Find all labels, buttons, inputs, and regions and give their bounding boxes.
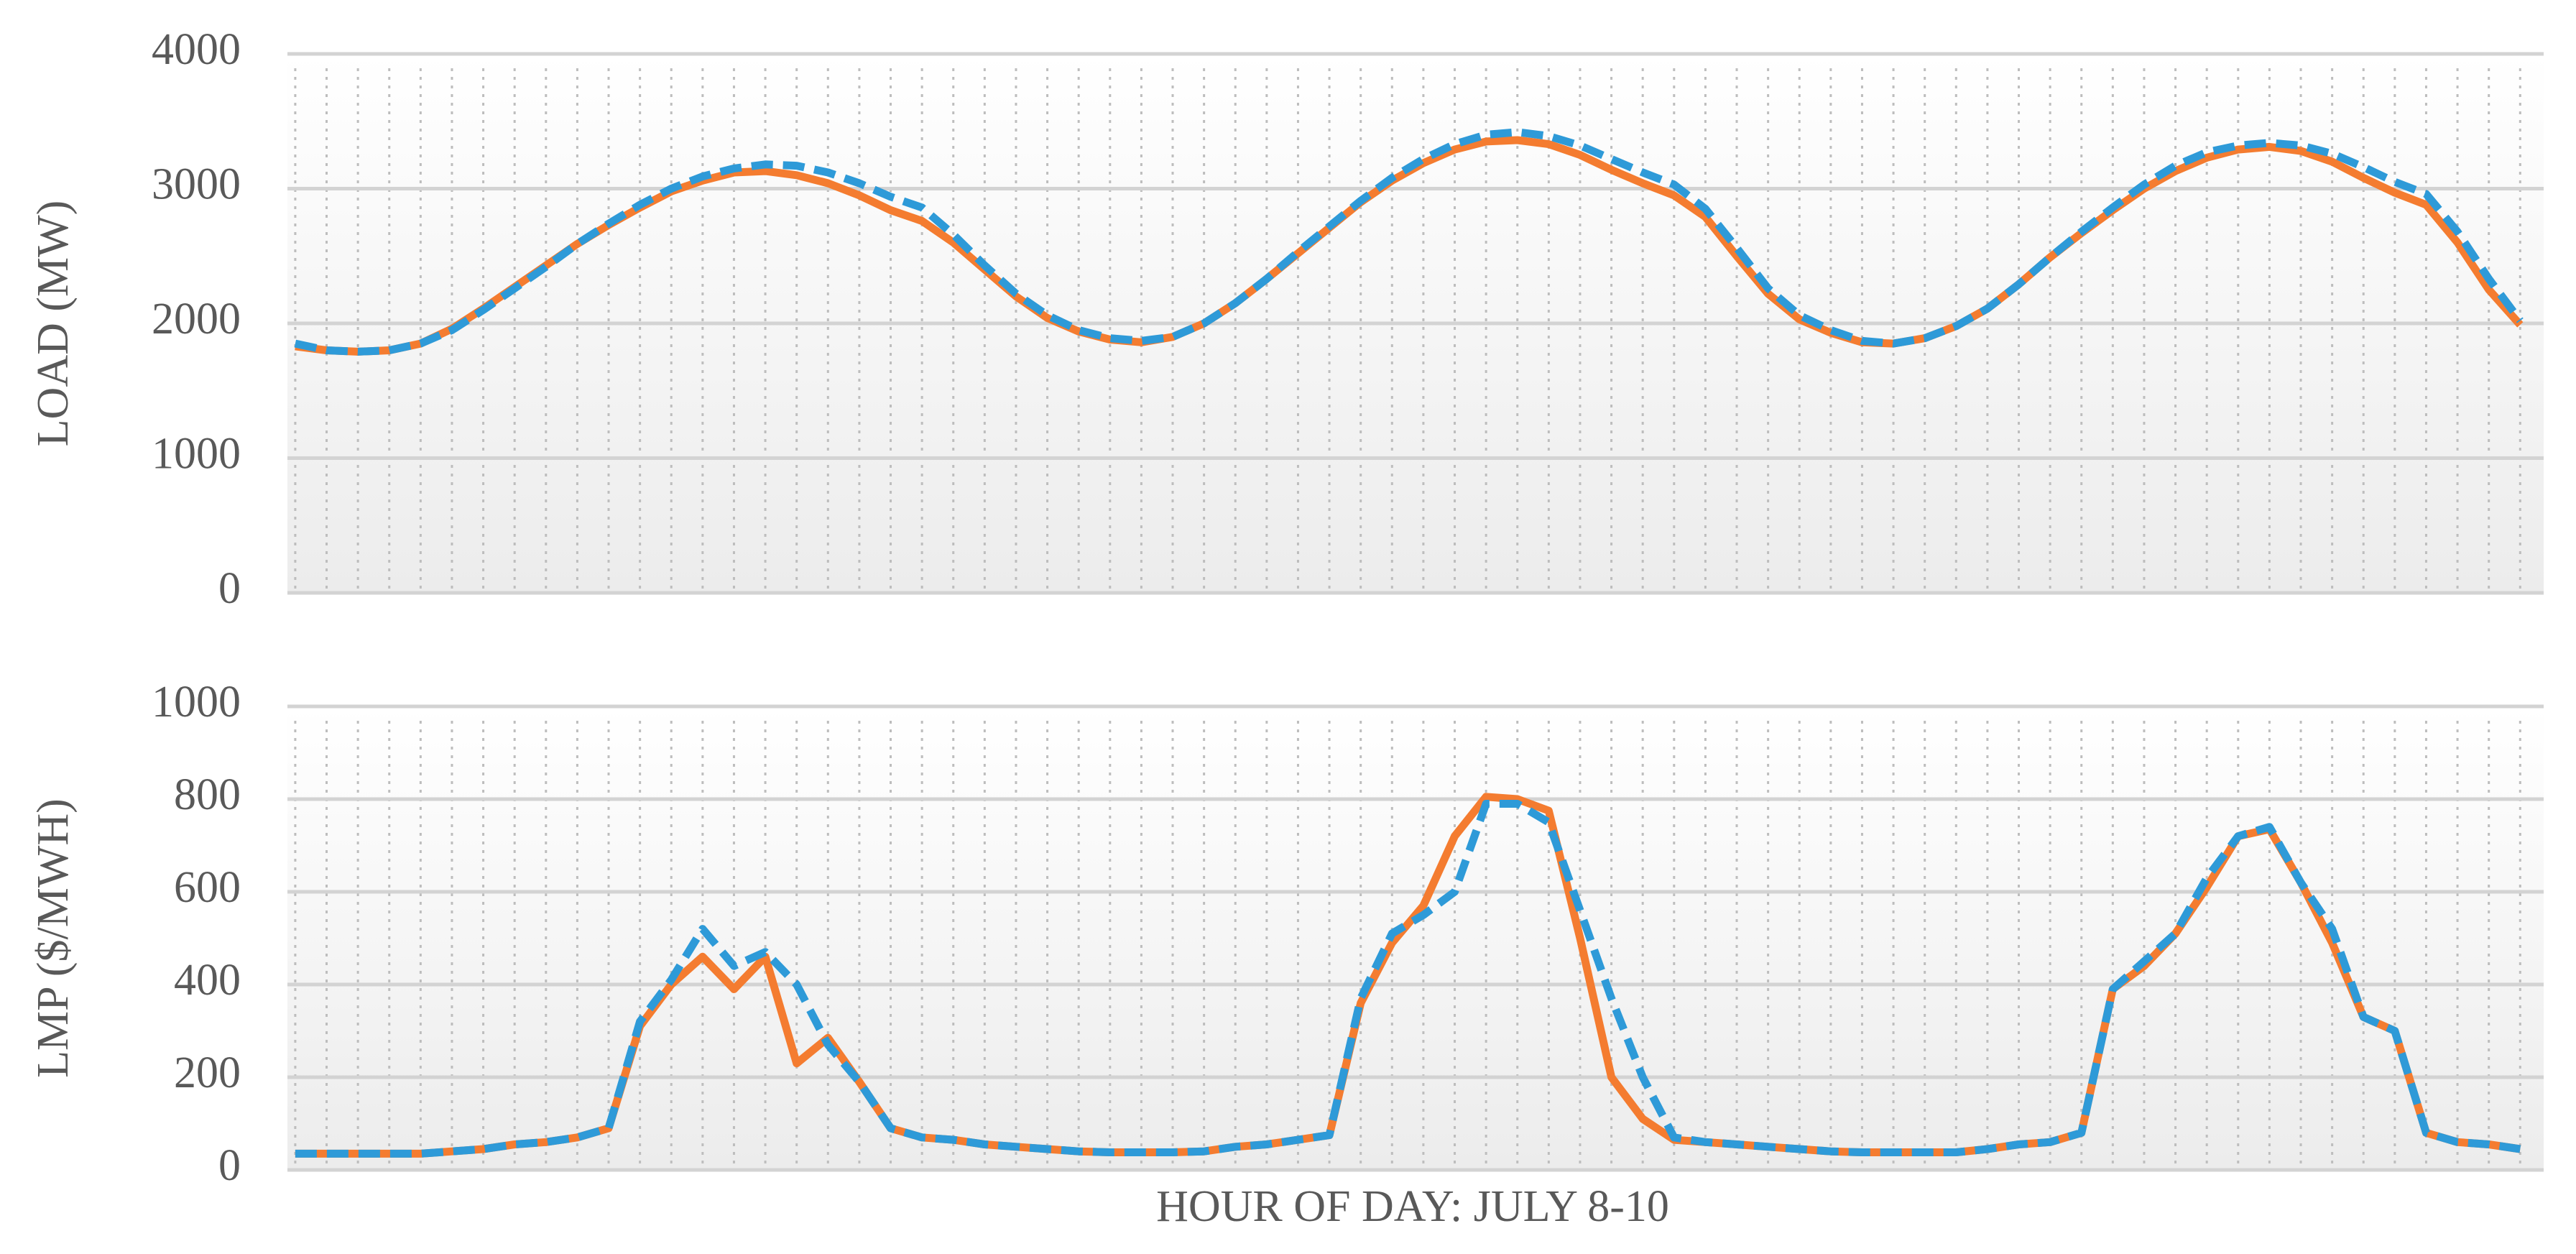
y-tick-label: 600 bbox=[174, 863, 241, 912]
y-tick-label: 400 bbox=[174, 956, 241, 1005]
y-axis-label: LMP ($/MWH) bbox=[29, 798, 78, 1078]
data-line bbox=[295, 800, 2521, 1158]
y-tick-label: 1000 bbox=[152, 430, 241, 479]
y-tick-label: 1000 bbox=[152, 678, 241, 727]
y-tick-label: 0 bbox=[218, 564, 241, 613]
y-tick-label: 800 bbox=[174, 770, 241, 819]
plot-background bbox=[287, 706, 2544, 1170]
y-tick-label: 4000 bbox=[152, 25, 241, 74]
y-tick-label: 0 bbox=[218, 1141, 241, 1190]
y-tick-label: 200 bbox=[174, 1048, 241, 1097]
y-tick-label: 3000 bbox=[152, 160, 241, 209]
x-axis-label: HOUR OF DAY: JULY 8-10 bbox=[1156, 1182, 1669, 1231]
data-line bbox=[294, 128, 2524, 356]
y-tick-label: 2000 bbox=[152, 295, 241, 344]
y-axis-label: LOAD (MW) bbox=[29, 200, 78, 447]
